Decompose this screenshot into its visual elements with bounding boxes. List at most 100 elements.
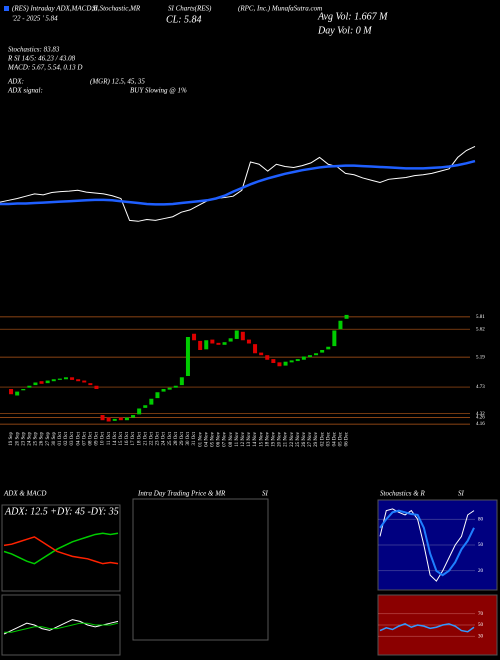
x-tick-label: 16 Oct <box>125 431 130 445</box>
y-tick-label: 4.73 <box>476 385 485 390</box>
candle-body <box>39 381 44 384</box>
candle-body <box>149 398 154 405</box>
x-tick-label: 05 Nov <box>210 432 215 447</box>
candle-body <box>15 391 20 396</box>
x-tick-label: 14 Nov <box>253 432 258 447</box>
line <box>4 622 119 633</box>
candle-body <box>82 380 87 383</box>
candle-body <box>70 377 75 380</box>
x-tick-label: 19 Nov <box>271 432 276 447</box>
x-tick-label: 18 Oct <box>137 431 142 445</box>
candle-body <box>246 339 251 344</box>
x-tick-label: 09 Oct <box>95 431 100 445</box>
y-tick-label: 50 <box>478 543 484 548</box>
candle-body <box>271 359 276 363</box>
x-tick-label: 25 Nov <box>296 432 301 447</box>
x-tick-label: 17 Oct <box>131 431 136 445</box>
x-tick-label: 22 Oct <box>149 431 154 445</box>
adx-values: (MGR) 12.5, 45, 35 <box>90 78 145 86</box>
x-tick-label: 23 Sep <box>21 432 26 446</box>
y-tick-label: 70 <box>478 612 484 617</box>
x-tick-label: 20 Nov <box>278 432 283 447</box>
line <box>3 532 119 565</box>
candle-body <box>259 352 264 356</box>
x-tick-label: 26 Sep <box>40 432 45 446</box>
line <box>3 536 119 565</box>
candle-body <box>173 385 178 388</box>
candle-body <box>253 344 258 354</box>
panel-subtitle: ADX: 12.5 +DY: 45 -DY: 35 <box>4 506 119 517</box>
candle-body <box>344 314 349 319</box>
candle-body <box>314 353 319 356</box>
line <box>0 159 476 206</box>
day-vol: Day Vol: 0 M <box>317 25 372 36</box>
macd: MACD: 5.67, 5.54, 0.13 D <box>7 64 82 72</box>
panel-title: SI <box>458 490 465 498</box>
y-tick-label: 20 <box>478 569 484 574</box>
panel-title: Stochastics & R <box>380 490 425 498</box>
candle-body <box>106 417 111 422</box>
x-tick-label: 30 Oct <box>186 431 191 445</box>
x-tick-label: 03 Oct <box>70 431 75 445</box>
y-tick-label: 5.62 <box>476 327 485 332</box>
candle-body <box>326 346 331 350</box>
x-tick-label: 20 Sep <box>15 432 20 446</box>
candle-body <box>155 392 160 399</box>
candle-body <box>100 415 105 421</box>
candle-body <box>9 389 14 395</box>
candle-body <box>57 378 62 380</box>
candle-body <box>161 389 166 392</box>
y-tick-label: 5.81 <box>476 315 485 320</box>
candle-body <box>63 377 68 380</box>
candle-body <box>277 362 282 367</box>
x-tick-label: 05 Dec <box>339 431 344 446</box>
adx-signal-label: ADX signal: <box>7 87 43 95</box>
x-tick-label: 21 Nov <box>284 432 289 447</box>
candle-body <box>283 361 288 366</box>
candle-body <box>88 383 93 386</box>
panel-title: ADX & MACD <box>3 490 46 498</box>
x-tick-label: 08 Oct <box>88 431 93 445</box>
candle-body <box>265 355 270 360</box>
x-tick-label: 04 Nov <box>204 432 209 447</box>
candle-body <box>143 405 148 408</box>
x-tick-label: 15 Oct <box>119 431 124 445</box>
panel-title: SI <box>262 490 269 498</box>
x-tick-label: 25 Oct <box>168 431 173 445</box>
x-tick-label: 07 Oct <box>82 431 87 445</box>
candle-body <box>118 417 123 421</box>
x-tick-label: 27 Nov <box>308 432 313 447</box>
x-tick-label: 24 Oct <box>162 431 167 445</box>
x-tick-label: 06 Dec <box>345 431 350 446</box>
title-part: (RPC, Inc.) MunafaSutra.com <box>238 5 322 13</box>
x-tick-label: 11 Nov <box>235 432 240 447</box>
x-tick-label: 14 Oct <box>113 431 118 445</box>
close: CL: 5.84 <box>166 14 202 25</box>
x-tick-label: 30 Sep <box>52 432 57 446</box>
candle-body <box>185 337 190 376</box>
x-tick-label: 08 Nov <box>229 432 234 447</box>
candle-body <box>216 342 221 345</box>
adx-label: ADX: <box>7 78 24 86</box>
candle-body <box>295 359 300 362</box>
x-tick-label: 18 Nov <box>265 432 270 447</box>
title-part: SI,Stochastic,MR <box>92 5 141 13</box>
candle-body <box>301 356 306 360</box>
y-tick-label: 30 <box>478 634 484 639</box>
x-tick-label: 13 Nov <box>247 432 252 447</box>
y-tick-label: 5.19 <box>476 355 485 360</box>
candle-body <box>240 331 245 341</box>
x-tick-label: 01 Oct <box>58 431 63 445</box>
x-tick-label: 07 Nov <box>223 432 228 447</box>
x-tick-label: 24 Sep <box>27 432 32 446</box>
candle-body <box>198 340 203 350</box>
x-tick-label: 26 Nov <box>302 432 307 447</box>
x-tick-label: 04 Dec <box>332 431 337 446</box>
title-part: (RES) Intraday ADX,MACD,B <box>12 5 98 13</box>
candle-body <box>338 320 343 330</box>
stochastics: Stochastics: 83.83 <box>8 46 60 54</box>
x-tick-label: 25 Sep <box>34 432 39 446</box>
candle-body <box>289 360 294 363</box>
candle-body <box>137 408 142 415</box>
